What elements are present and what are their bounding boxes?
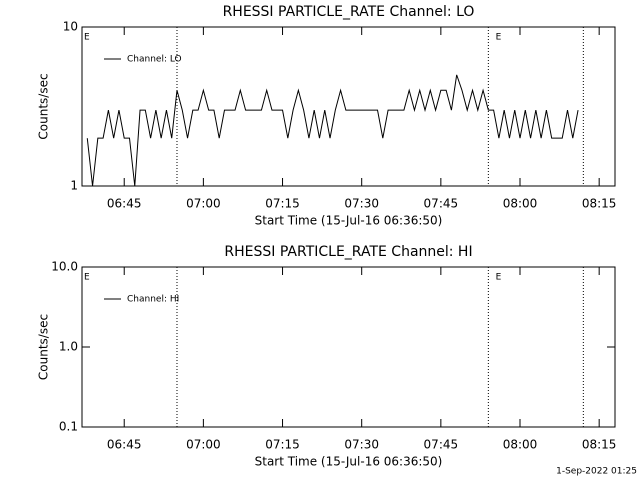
x-tick-label: 08:00 <box>503 197 538 211</box>
event-label: E <box>496 33 502 43</box>
legend-label: Channel: HI <box>127 295 179 305</box>
y-tick-label: 10 <box>63 20 78 34</box>
y-axis-label: Counts/sec <box>37 314 51 380</box>
plot-frame <box>81 266 616 428</box>
x-tick-label: 07:15 <box>265 438 300 452</box>
x-tick-label: 07:30 <box>344 197 379 211</box>
x-tick-label: 08:15 <box>582 197 617 211</box>
y-tick-label: 0.1 <box>59 420 78 434</box>
x-tick-label: 07:15 <box>265 197 300 211</box>
event-label: E <box>496 273 502 283</box>
x-axis-label: Start Time (15-Jul-16 06:36:50) <box>255 455 443 469</box>
y-tick-label: 1 <box>70 179 78 193</box>
y-axis-label: Counts/sec <box>37 73 51 139</box>
x-tick-label: 08:15 <box>582 438 617 452</box>
x-tick-label: 07:45 <box>424 197 459 211</box>
x-tick-label: 07:30 <box>344 438 379 452</box>
x-tick-label: 08:00 <box>503 438 538 452</box>
event-label: E <box>84 33 90 43</box>
footer: 1-Sep-2022 01:25 <box>556 467 637 477</box>
x-tick-label: 06:45 <box>107 197 142 211</box>
chart-title: RHESSI PARTICLE_RATE Channel: LO <box>223 4 475 20</box>
chart-title: RHESSI PARTICLE_RATE Channel: HI <box>224 244 472 260</box>
x-tick-label: 07:00 <box>186 197 221 211</box>
y-tick-label: 1.0 <box>59 340 78 354</box>
x-tick-label: 06:45 <box>107 438 142 452</box>
plot-frame <box>81 26 616 187</box>
x-tick-label: 07:00 <box>186 438 221 452</box>
x-tick-label: 07:45 <box>424 438 459 452</box>
x-axis-label: Start Time (15-Jul-16 06:36:50) <box>255 214 443 228</box>
data-line <box>86 74 579 187</box>
event-label: E <box>84 273 90 283</box>
legend-label: Channel: LO <box>127 55 182 65</box>
y-tick-label: 10.0 <box>51 260 78 274</box>
